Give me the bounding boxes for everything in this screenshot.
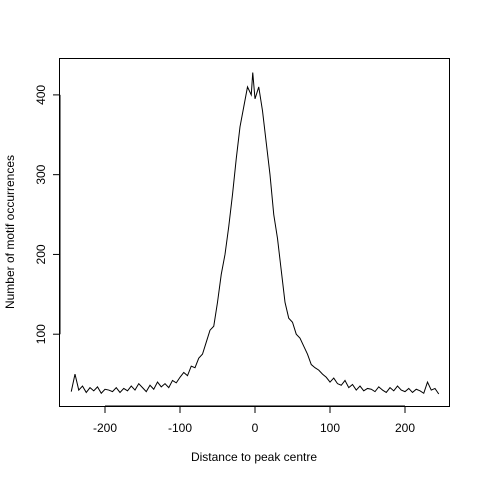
y-tick-label: 400 — [34, 85, 48, 105]
x-tick-label: 200 — [395, 421, 415, 435]
x-tick-label: 0 — [252, 421, 259, 435]
x-axis: -200 -100 0 100 200 — [93, 405, 415, 435]
y-tick-label: 200 — [34, 244, 48, 264]
series-line — [70, 72, 440, 395]
x-tick-label: -100 — [168, 421, 192, 435]
plot-frame — [59, 58, 450, 407]
y-tick-label: 100 — [34, 324, 48, 344]
y-axis-title: Number of motif occurrences — [3, 155, 17, 309]
x-tick-label: -200 — [93, 421, 117, 435]
y-tick-label: 300 — [34, 164, 48, 184]
y-axis: 100 200 300 400 — [34, 85, 61, 344]
x-tick-label: 100 — [320, 421, 340, 435]
x-axis-title: Distance to peak centre — [191, 450, 317, 464]
